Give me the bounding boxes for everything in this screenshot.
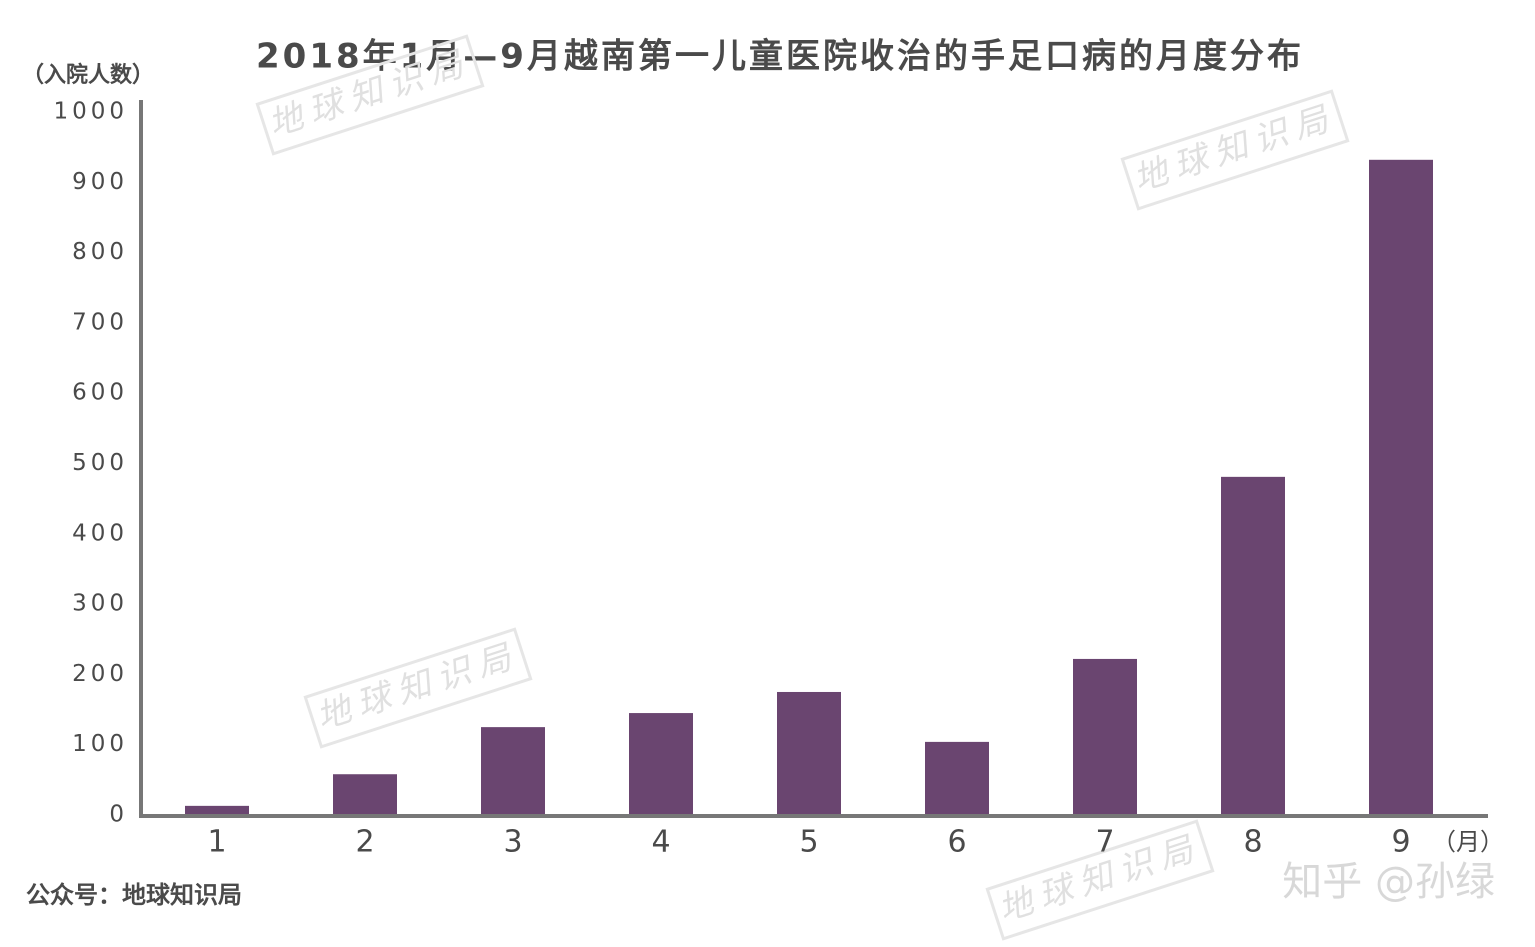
bar	[333, 774, 397, 815]
bar	[629, 713, 693, 815]
y-tick-label: 400	[72, 520, 128, 546]
y-tick-label: 1000	[53, 99, 128, 125]
y-axis-label: （入院人数）	[22, 62, 154, 88]
x-axis-label: （月）	[1432, 828, 1504, 856]
watermark-frame	[1120, 89, 1350, 211]
y-tick-label: 700	[72, 309, 128, 335]
bar	[925, 741, 989, 815]
x-tick-label: 3	[503, 825, 522, 860]
y-tick-label: 600	[72, 380, 128, 406]
source: 公众号：地球知识局	[26, 881, 242, 909]
watermark-text: 地球知识局	[1128, 97, 1340, 200]
x-tick-label: 4	[651, 825, 670, 860]
x-tick-label: 2	[355, 825, 374, 860]
y-tick-label: 200	[72, 661, 128, 687]
chart-title: 2018年1月—9月越南第一儿童医院收治的手足口病的月度分布	[256, 37, 1304, 77]
bar	[185, 805, 249, 815]
x-tick-label: 9	[1391, 825, 1410, 860]
bar	[777, 691, 841, 815]
x-tick-label: 1	[207, 825, 226, 860]
x-tick-label: 7	[1095, 825, 1114, 860]
y-tick-label: 0	[109, 802, 128, 828]
bar	[1221, 476, 1285, 815]
credit: 知乎 @孙绿	[1282, 859, 1495, 905]
watermark-frame	[255, 34, 485, 156]
bar	[481, 727, 545, 815]
x-tick-label: 6	[947, 825, 966, 860]
bar	[1073, 658, 1137, 815]
watermark-frame	[985, 819, 1215, 941]
y-tick-label: 300	[72, 591, 128, 617]
watermark: 地球知识局	[1120, 89, 1350, 211]
watermark-text: 地球知识局	[311, 635, 523, 738]
bar	[1369, 159, 1433, 815]
y-tick-label: 900	[72, 169, 128, 195]
watermark-frame	[303, 627, 533, 749]
y-tick-label: 500	[72, 450, 128, 476]
y-tick-label: 100	[72, 731, 128, 757]
x-tick-label: 8	[1243, 825, 1262, 860]
y-tick-label: 800	[72, 239, 128, 265]
x-tick-label: 5	[799, 825, 818, 860]
